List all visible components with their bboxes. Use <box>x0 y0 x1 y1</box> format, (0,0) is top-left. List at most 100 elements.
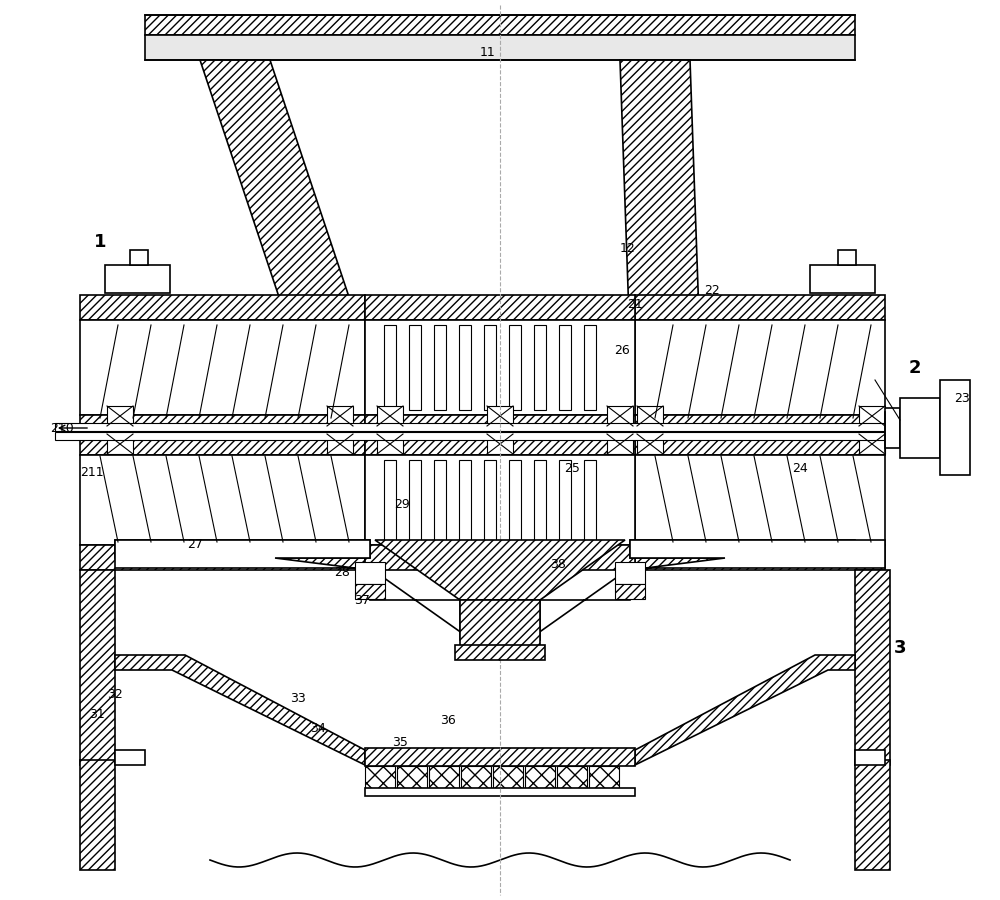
Bar <box>559 325 571 410</box>
Polygon shape <box>620 60 700 345</box>
Bar <box>615 584 645 599</box>
Bar <box>885 408 900 448</box>
Text: 21: 21 <box>627 299 643 311</box>
Bar <box>855 750 885 765</box>
Bar <box>635 435 885 455</box>
Text: 32: 32 <box>107 688 123 701</box>
Text: 12: 12 <box>620 241 636 255</box>
Text: 2: 2 <box>909 359 921 377</box>
Text: 38: 38 <box>550 559 566 572</box>
Text: 29: 29 <box>394 499 410 511</box>
Text: 34: 34 <box>310 722 326 734</box>
Bar <box>509 460 521 540</box>
Bar <box>327 434 353 454</box>
Bar <box>365 435 635 455</box>
Text: 37: 37 <box>354 593 370 607</box>
Polygon shape <box>375 540 625 600</box>
Bar <box>327 406 353 426</box>
Text: 27: 27 <box>187 538 203 552</box>
Bar <box>855 570 890 765</box>
Bar <box>460 600 540 655</box>
Bar <box>461 766 491 788</box>
Bar <box>130 250 148 265</box>
Bar <box>434 460 446 540</box>
Bar <box>584 460 596 540</box>
Bar <box>429 766 459 788</box>
Text: 22: 22 <box>704 284 720 296</box>
Bar <box>145 35 855 60</box>
Bar <box>810 265 875 293</box>
Bar <box>409 460 421 540</box>
Bar <box>80 545 365 570</box>
Text: 31: 31 <box>89 708 105 722</box>
Bar <box>365 295 635 320</box>
Bar <box>525 766 555 788</box>
Bar <box>859 434 885 454</box>
Polygon shape <box>200 60 365 345</box>
Bar <box>55 432 915 440</box>
Bar <box>434 325 446 410</box>
Bar <box>365 545 635 570</box>
Bar <box>487 406 513 426</box>
Bar <box>459 460 471 540</box>
Bar <box>635 545 885 570</box>
Bar <box>365 788 635 796</box>
Bar <box>80 570 115 765</box>
Bar <box>557 766 587 788</box>
Bar <box>107 434 133 454</box>
Bar <box>365 766 395 788</box>
Bar <box>589 766 619 788</box>
Bar <box>365 320 635 415</box>
Bar <box>630 540 855 558</box>
Text: 211: 211 <box>80 465 104 479</box>
Bar <box>559 460 571 540</box>
Polygon shape <box>115 540 885 660</box>
Bar <box>80 455 365 545</box>
Bar <box>355 584 385 599</box>
Bar <box>115 750 145 765</box>
Bar <box>365 748 635 766</box>
Bar <box>384 460 396 540</box>
Text: 3: 3 <box>894 639 906 657</box>
Bar <box>459 325 471 410</box>
Polygon shape <box>635 655 855 765</box>
Bar <box>145 15 855 35</box>
Bar <box>838 250 856 265</box>
Bar <box>635 320 885 415</box>
Text: 36: 36 <box>440 714 456 726</box>
Bar <box>635 415 885 435</box>
Text: 24: 24 <box>792 462 808 474</box>
Bar <box>859 406 885 426</box>
Bar <box>80 435 365 455</box>
Bar <box>855 760 890 870</box>
Bar <box>355 562 385 584</box>
Bar <box>384 325 396 410</box>
Bar <box>584 325 596 410</box>
Text: 11: 11 <box>480 46 496 58</box>
Bar <box>409 325 421 410</box>
Bar <box>635 295 885 320</box>
Bar <box>377 406 403 426</box>
Bar <box>365 415 635 435</box>
Text: 26: 26 <box>614 344 630 356</box>
Bar <box>509 325 521 410</box>
Bar <box>80 295 365 320</box>
Bar <box>80 320 365 415</box>
Bar <box>455 645 545 660</box>
Bar <box>607 406 633 426</box>
Text: 23: 23 <box>954 392 970 404</box>
Bar <box>607 434 633 454</box>
Text: 33: 33 <box>290 691 306 705</box>
Bar <box>940 380 970 475</box>
Bar <box>534 460 546 540</box>
Text: 210: 210 <box>50 421 74 435</box>
Text: 1: 1 <box>94 233 106 251</box>
Bar <box>493 766 523 788</box>
Bar <box>615 562 645 584</box>
Text: 35: 35 <box>392 735 408 749</box>
Bar <box>105 265 170 293</box>
Text: 25: 25 <box>564 462 580 474</box>
Bar <box>80 760 115 870</box>
Bar <box>55 423 915 431</box>
Bar <box>637 434 663 454</box>
